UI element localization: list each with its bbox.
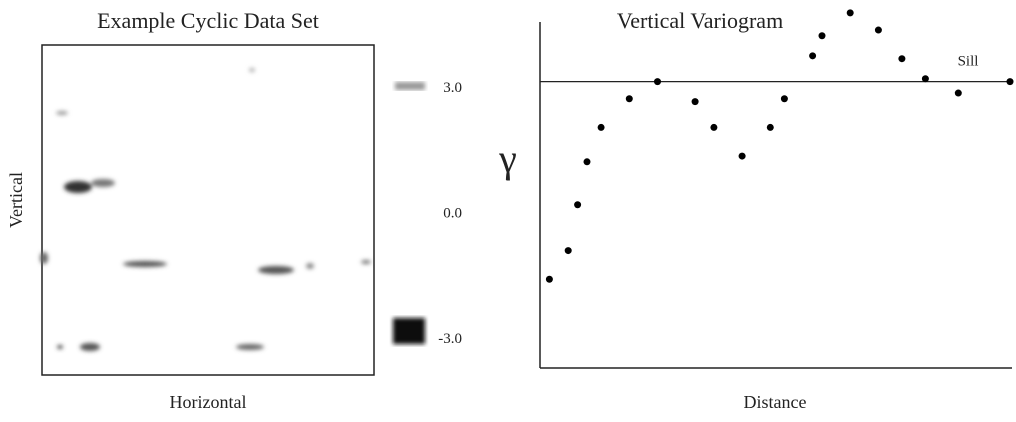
image-blobs: [40, 68, 371, 351]
data-point: [898, 55, 906, 63]
data-point: [780, 95, 788, 103]
data-point: [597, 123, 605, 131]
data-point: [691, 98, 699, 106]
x-axis-label: Distance: [744, 392, 807, 412]
data-point: [574, 201, 582, 209]
x-axis-label: Horizontal: [170, 392, 247, 412]
sill-label: Sill: [958, 54, 979, 70]
plot-area: Sill: [540, 9, 1014, 283]
data-point: [809, 52, 817, 60]
data-point: [954, 89, 962, 97]
data-point: [625, 95, 633, 103]
data-point: [654, 78, 661, 86]
title: Vertical Variogram: [617, 8, 783, 33]
data-point: [818, 32, 826, 40]
data-point: [1006, 78, 1014, 86]
data-point: [564, 247, 572, 255]
colorbar-swatch-low: [393, 318, 425, 344]
data-point: [710, 123, 718, 131]
data-point: [545, 275, 553, 283]
data-point: [874, 26, 882, 34]
colorbar-tick-label: -3.0: [438, 331, 462, 347]
title: Example Cyclic Data Set: [97, 8, 319, 33]
data-point: [846, 9, 854, 17]
image-frame: [41, 44, 375, 376]
y-axis-label: γ: [498, 136, 517, 181]
colorbar-tick-label: 0.0: [443, 206, 462, 222]
colorbar-swatch-high: [395, 82, 425, 90]
data-point: [921, 75, 929, 83]
colorbar-tick-label: 3.0: [443, 80, 462, 96]
data-point: [766, 123, 774, 131]
colorbar: 3.0 0.0 -3.0: [438, 80, 462, 347]
data-point: [583, 158, 591, 166]
data-point: [738, 152, 746, 160]
y-axis-label: Vertical: [6, 172, 26, 228]
